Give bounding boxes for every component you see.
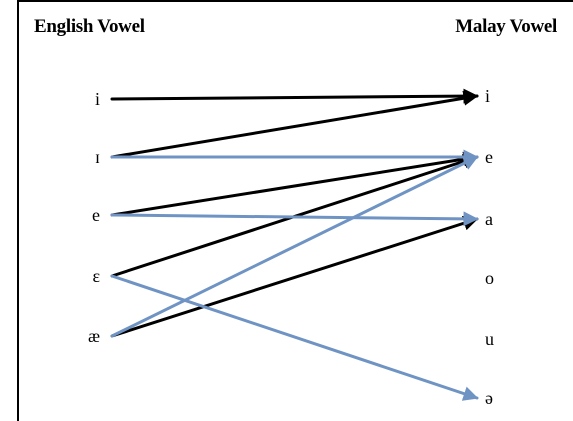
malay-vowel-2: e [485, 147, 493, 167]
malay-vowel-4: o [485, 268, 494, 288]
english-vowel-5: æ [88, 326, 100, 346]
frame-left-border [17, 0, 19, 421]
malay-vowel-6: ə [485, 388, 493, 408]
english-vowel-1: i [95, 89, 100, 109]
english-vowel-2: ɪ [95, 147, 100, 167]
mapping-arrow-5-to-3 [110, 215, 479, 338]
malay-vowel-heading: Malay Vowel [455, 16, 557, 37]
mapping-arrow-4-to-6 [110, 274, 479, 401]
mapping-arrow-3-to-2 [110, 151, 479, 217]
mapping-arrow-2-to-1 [110, 90, 479, 159]
mapping-arrow-1-to-1 [110, 88, 479, 104]
malay-vowel-5: u [485, 329, 494, 349]
mapping-arrow-5-to-2 [110, 155, 479, 338]
english-vowel-3: e [92, 205, 100, 225]
mapping-arrow-3-to-3 [110, 211, 479, 227]
malay-vowel-1: i [485, 86, 490, 106]
frame-top-border [17, 0, 573, 2]
malay-vowel-3: a [485, 209, 493, 229]
english-vowel-4: ɛ [92, 266, 100, 286]
english-vowel-heading: English Vowel [34, 16, 145, 37]
